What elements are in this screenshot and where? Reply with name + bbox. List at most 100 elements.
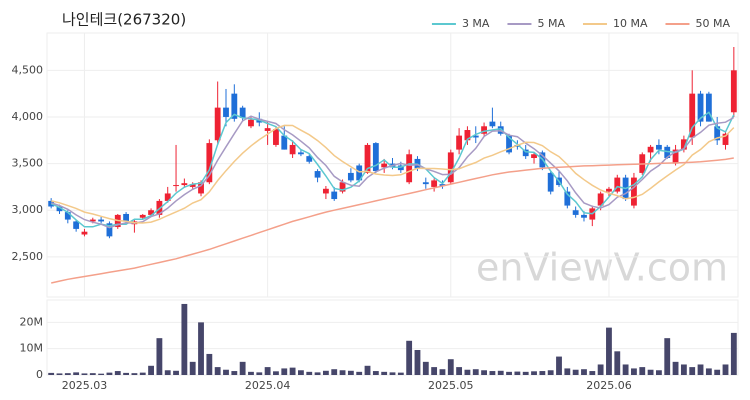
ma-line: [51, 124, 735, 224]
y-tick-label: 10M: [20, 342, 44, 355]
candle-body: [697, 93, 704, 122]
volume-bar: [664, 338, 671, 375]
candle-body: [381, 163, 388, 168]
volume-bar: [339, 370, 346, 375]
volume-bar: [331, 369, 338, 375]
candle-body: [597, 193, 604, 206]
candle-body: [497, 126, 504, 134]
volume-bar: [422, 361, 429, 375]
candle-body: [339, 182, 346, 192]
candle-body: [631, 177, 637, 206]
volume-bar: [572, 369, 579, 375]
candle-body: [298, 152, 304, 155]
volume-bar: [705, 368, 712, 375]
volume-bar: [206, 353, 213, 375]
candle-body: [722, 133, 729, 145]
volume-bar: [506, 371, 512, 375]
candle-body: [456, 135, 463, 150]
volume-bar: [539, 371, 546, 375]
candle-body: [730, 70, 737, 113]
candle-body: [572, 210, 579, 215]
candle-body: [164, 193, 171, 201]
y-tick-label: 0: [36, 368, 43, 381]
volume-bar: [722, 364, 729, 375]
volume-bar: [156, 338, 163, 375]
candle-body: [56, 206, 63, 212]
candle-body: [431, 180, 438, 187]
volume-bar: [522, 371, 529, 375]
volume-bar: [214, 367, 221, 375]
volume-bar: [314, 372, 321, 375]
legend-label: 3 MA: [462, 17, 490, 30]
candle-body: [273, 129, 279, 145]
watermark: enViewV.com: [476, 246, 728, 290]
candle-body: [347, 172, 354, 181]
volume-bar: [114, 371, 121, 375]
y-tick-label: 4,500: [12, 63, 44, 76]
volume-bar: [131, 373, 138, 375]
volume-bar: [231, 371, 238, 375]
volume-bar: [139, 372, 146, 375]
volume-bar: [248, 371, 254, 375]
volume-bar: [281, 368, 288, 375]
volume-bar: [223, 369, 229, 375]
candle-body: [472, 135, 479, 138]
volume-bar: [647, 369, 654, 375]
volume-bar: [264, 367, 271, 375]
candle-body: [239, 107, 246, 118]
candle-body: [531, 154, 537, 159]
candle-body: [447, 152, 454, 183]
volume-bar: [273, 371, 279, 375]
candle-body: [281, 135, 288, 150]
ma-line: [51, 157, 734, 284]
volume-bar: [447, 359, 454, 375]
volume-bar: [381, 371, 388, 375]
candle-body: [231, 93, 238, 119]
volume-bar: [397, 372, 404, 375]
volume-bar: [123, 372, 130, 375]
candle-body: [356, 165, 363, 181]
candle-body: [181, 183, 188, 186]
candle-body: [672, 149, 679, 164]
volume-bar: [56, 373, 63, 375]
volume-bar: [148, 365, 154, 375]
candle-body: [581, 214, 587, 218]
candle-body: [223, 107, 229, 117]
volume-bar: [589, 371, 596, 375]
volume-bar: [173, 370, 179, 375]
candle-body: [422, 182, 429, 185]
candle-body: [289, 144, 296, 155]
volume-bar: [322, 370, 329, 375]
candle-body: [655, 144, 662, 150]
volume-bar: [372, 371, 379, 375]
candle-body: [198, 182, 204, 194]
volume-bar: [622, 364, 629, 375]
volume-bar: [239, 361, 246, 375]
y-tick-label: 3,000: [12, 203, 44, 216]
volume-bar: [730, 332, 737, 375]
y-tick-label: 2,500: [12, 250, 44, 263]
volume-bar: [439, 369, 446, 375]
candle-body: [680, 139, 687, 150]
volume-bar: [347, 370, 354, 375]
candle-body: [139, 214, 146, 218]
candle-body: [464, 130, 471, 141]
candle-body: [64, 212, 71, 220]
volume-bar: [606, 327, 612, 375]
candle-body: [564, 191, 571, 206]
candle-body: [264, 128, 271, 131]
candle-body: [364, 144, 371, 173]
chart-title: 나인테크(267320): [62, 11, 186, 29]
y-tick-label: 3,500: [12, 157, 44, 170]
x-tick-label: 2025.05: [428, 379, 474, 392]
candle-body: [481, 126, 487, 134]
volume-bar: [655, 370, 662, 375]
candle-body: [606, 188, 612, 192]
candle-body: [647, 146, 654, 153]
candle-body: [189, 184, 196, 187]
candle-body: [331, 191, 338, 200]
legend-label: 5 MA: [537, 17, 565, 30]
volume-bar: [431, 367, 438, 375]
volume-bar: [697, 364, 704, 375]
